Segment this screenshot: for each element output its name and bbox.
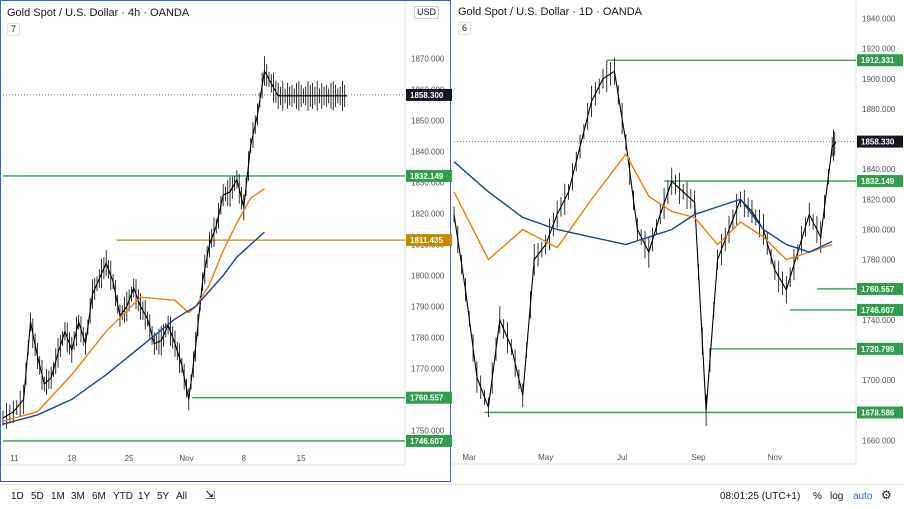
range-6m-button[interactable]: 6M (92, 491, 106, 502)
series-price (2, 69, 347, 419)
level-label-bg (857, 342, 903, 355)
indicator-toggle[interactable]: 6 (458, 22, 472, 35)
level-label-bg (406, 234, 452, 247)
level-label-bg (406, 169, 452, 182)
indicator-toggle[interactable]: 7 (7, 23, 21, 36)
y-tick-label: 1900.000 (862, 75, 896, 84)
chart-title: Gold Spot / U.S. Dollar · 4h · OANDA (7, 7, 190, 19)
chart-pane-4h[interactable]: 1750.0001760.0001770.0001780.0001790.000… (0, 0, 452, 483)
y-tick-label: 1840.000 (411, 148, 445, 157)
x-tick-label: 11 (10, 454, 19, 463)
range-3m-button[interactable]: 3M (71, 491, 85, 502)
range-ytd-button[interactable]: YTD (113, 491, 133, 502)
level-label-bg (406, 434, 452, 447)
level-label: 1912.331 (861, 56, 895, 65)
series-ma-fast (2, 188, 265, 422)
last-price-label-bg (406, 88, 452, 101)
chart-svg-1d[interactable]: 1660.0001680.0001700.0001720.0001740.000… (452, 0, 904, 482)
x-tick-label: Mar (462, 453, 476, 462)
auto-toggle[interactable]: auto (853, 491, 873, 502)
range-1m-button[interactable]: 1M (51, 491, 65, 502)
y-tick-label: 1920.000 (862, 45, 896, 54)
settings-gear-icon[interactable]: ⚙ (881, 488, 892, 502)
clock-display[interactable]: 08:01:25 (UTC+1) (720, 491, 801, 502)
level-label: 1760.557 (861, 285, 895, 294)
date-range-icon[interactable]: ⇲ (205, 488, 216, 502)
currency-selector[interactable]: USD (414, 6, 440, 19)
y-tick-label: 1870.000 (411, 55, 445, 64)
level-label-bg (857, 303, 903, 316)
series-ma-slow (2, 231, 265, 425)
y-tick-label: 1820.000 (862, 195, 896, 204)
y-tick-label: 1800.000 (862, 225, 896, 234)
last-price-label: 1858.330 (861, 138, 895, 147)
y-tick-label: 1660.000 (862, 436, 896, 445)
range-1y-button[interactable]: 1Y (138, 491, 151, 502)
percent-toggle[interactable]: % (813, 491, 822, 502)
y-tick-label: 1780.000 (862, 256, 896, 265)
y-tick-label: 1840.000 (862, 165, 896, 174)
y-tick-label: 1880.000 (862, 105, 896, 114)
level-label: 1678.586 (861, 408, 895, 417)
level-label: 1832.149 (861, 177, 895, 186)
series-ma-slow (453, 161, 833, 253)
y-tick-label: 1800.000 (411, 272, 445, 281)
range-5d-button[interactable]: 5D (31, 491, 44, 502)
x-tick-label: Jul (617, 453, 627, 462)
log-toggle[interactable]: log (830, 491, 844, 502)
chart-title: Gold Spot / U.S. Dollar · 1D · OANDA (458, 6, 642, 18)
level-label: 1832.149 (410, 172, 444, 181)
x-tick-label: May (538, 453, 553, 462)
last-price-label: 1858.300 (410, 91, 444, 100)
level-label-bg (857, 282, 903, 295)
y-tick-label: 1790.000 (411, 303, 445, 312)
range-1d-button[interactable]: 1D (11, 491, 24, 502)
bottom-toolbar: 1D 5D 1M 3M 6M YTD 1Y 5Y All ⇲ 08:01:25 … (0, 484, 904, 509)
x-tick-label: 18 (67, 454, 76, 463)
x-tick-label: Sep (691, 453, 706, 462)
x-tick-label: 15 (297, 454, 306, 463)
y-tick-label: 1850.000 (411, 117, 445, 126)
last-price-label-bg (857, 135, 903, 148)
level-label: 1720.799 (861, 345, 895, 354)
level-label: 1811.435 (410, 236, 443, 245)
x-tick-label: Nov (179, 454, 193, 463)
level-label: 1746.607 (861, 306, 895, 315)
x-tick-label: 8 (242, 454, 247, 463)
series-ma-fast (453, 152, 833, 261)
level-label: 1746.607 (410, 437, 444, 446)
y-tick-label: 1940.000 (862, 15, 896, 24)
y-tick-label: 1740.000 (862, 316, 896, 325)
y-tick-label: 1770.000 (411, 364, 445, 373)
level-label-bg (857, 406, 903, 419)
chart-svg-4h[interactable]: 1750.0001760.0001770.0001780.0001790.000… (1, 1, 452, 483)
x-tick-label: Nov (768, 453, 782, 462)
y-tick-label: 1820.000 (411, 210, 445, 219)
level-label-bg (857, 54, 903, 67)
chart-pane-1d[interactable]: 1660.0001680.0001700.0001720.0001740.000… (452, 0, 904, 482)
y-tick-label: 1750.000 (411, 426, 445, 435)
level-label: 1760.557 (410, 394, 444, 403)
y-tick-label: 1830.000 (411, 179, 445, 188)
range-all-button[interactable]: All (176, 491, 188, 502)
level-label-bg (857, 175, 903, 188)
x-tick-label: 25 (125, 454, 134, 463)
y-tick-label: 1700.000 (862, 376, 896, 385)
y-tick-label: 1780.000 (411, 333, 445, 342)
range-5y-button[interactable]: 5Y (157, 491, 170, 502)
level-label-bg (406, 391, 452, 404)
